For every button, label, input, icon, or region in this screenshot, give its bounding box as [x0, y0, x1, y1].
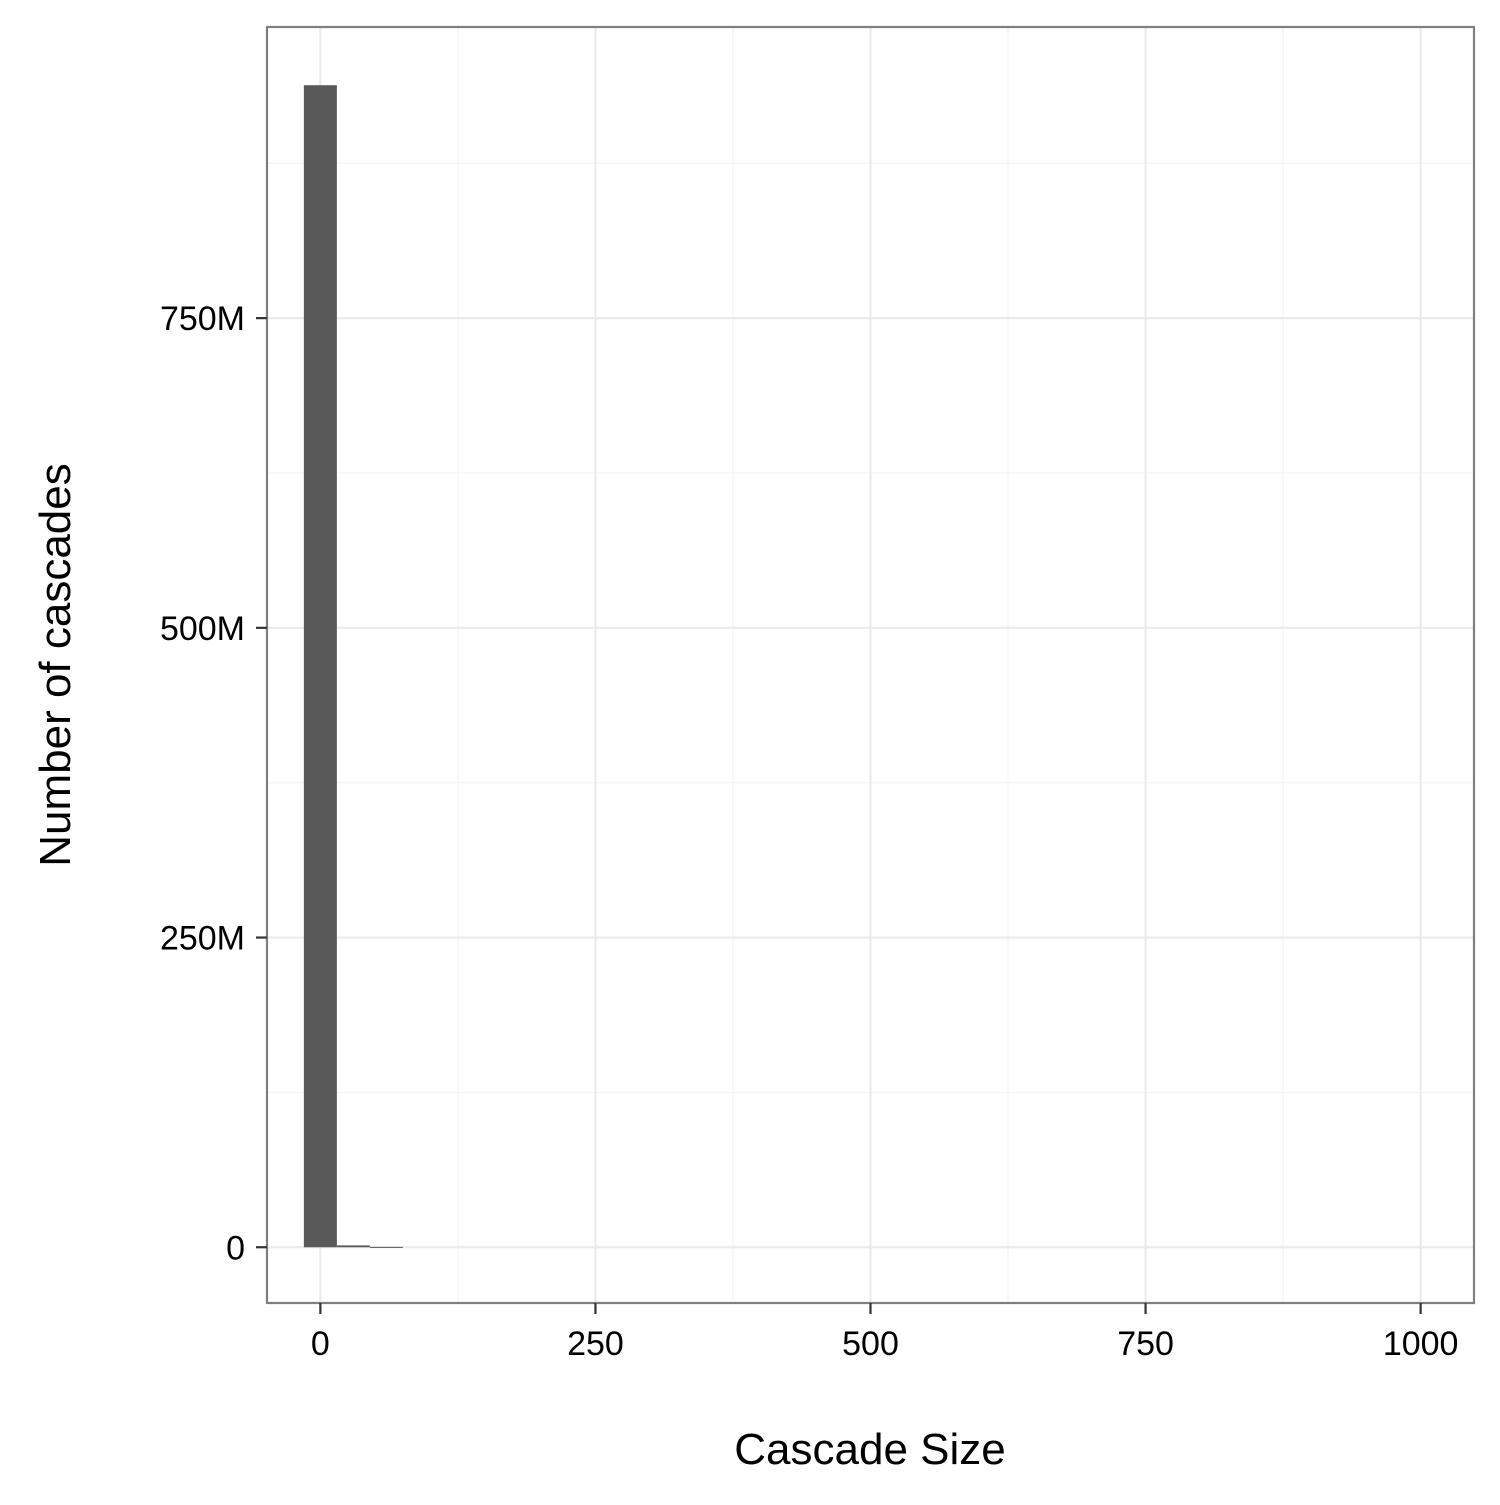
x-tick-label: 750 — [1117, 1325, 1174, 1363]
x-axis-title: Cascade Size — [734, 1425, 1005, 1474]
grid-layer — [267, 27, 1474, 1303]
y-axis-title: Number of cascades — [31, 463, 80, 867]
y-tick-label: 0 — [226, 1229, 245, 1267]
x-tick-label: 1000 — [1383, 1325, 1459, 1363]
y-tick-label: 250M — [160, 920, 245, 958]
x-tick-label: 500 — [842, 1325, 899, 1363]
x-tick-label: 250 — [567, 1325, 624, 1363]
histogram-bar — [303, 85, 337, 1248]
histogram-bar — [369, 1246, 403, 1248]
y-tick-label: 750M — [160, 300, 245, 338]
x-tick-label: 0 — [311, 1325, 330, 1363]
bar-layer — [303, 85, 403, 1248]
axis-layer: 0 250 500 750 1000 0 250M 500M 750M — [160, 300, 1459, 1363]
y-tick-label: 500M — [160, 610, 245, 648]
histogram-bar — [336, 1245, 370, 1248]
